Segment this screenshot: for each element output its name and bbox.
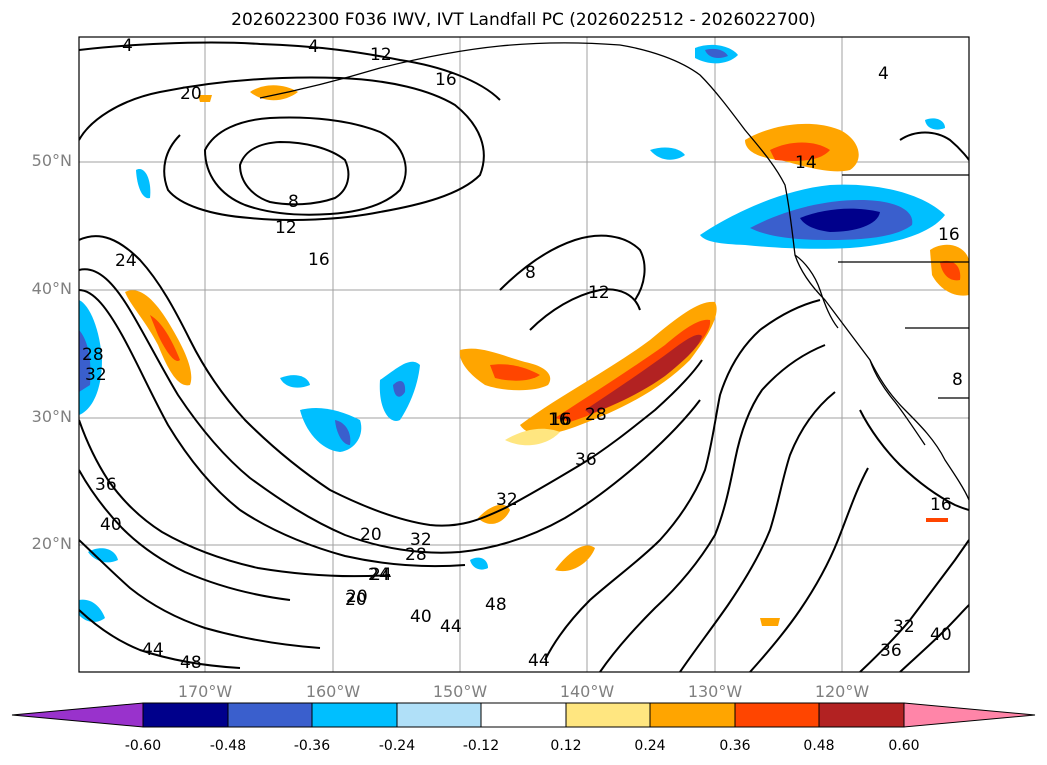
contour-label: 48 (485, 595, 507, 615)
colorbar-segment (396, 702, 482, 728)
contour-label: 40 (410, 607, 432, 627)
contour-label: 20 (360, 525, 382, 545)
lat-label-50n: 50°N (31, 151, 72, 170)
map-frame (78, 36, 970, 673)
contour-label: 44 (142, 640, 164, 660)
contour-label: 4 (308, 37, 319, 57)
contour-label: 12 (370, 45, 392, 65)
contour-label: 32 (496, 490, 518, 510)
lat-label-20n: 20°N (31, 534, 72, 553)
contour-label: 48 (180, 653, 202, 673)
colorbar-tick-label: -0.12 (462, 738, 500, 754)
contour-label: 4 (122, 36, 133, 56)
colorbar-segment (734, 702, 820, 728)
contour-label: 16 (930, 495, 952, 515)
lat-label-40n: 40°N (31, 279, 72, 298)
lat-label-30n: 30°N (31, 407, 72, 426)
contour-label: 8 (288, 192, 299, 212)
lon-label-160w: 160°W (305, 682, 361, 701)
contour-label: 32 (85, 365, 107, 385)
positive-anomaly-shading (125, 85, 969, 626)
contour-label: 24 (370, 565, 392, 585)
lon-label-150w: 150°W (432, 682, 488, 701)
colorbar-tick-label: 0.48 (803, 738, 835, 754)
contour-label: 28 (82, 345, 104, 365)
contour-label: 16 (938, 225, 960, 245)
contour-label: 24 (115, 251, 137, 271)
contour-label: 4 (878, 64, 889, 84)
contour-label: 20 (346, 587, 368, 607)
lon-label-130w: 130°W (687, 682, 743, 701)
contour-label: 12 (588, 283, 610, 303)
contour-label: 16 (308, 250, 330, 270)
contour-label: 32 (893, 617, 915, 637)
lon-label-120w: 120°W (814, 682, 870, 701)
contour-labels: 4 8 12 16 20 24 28 32 36 40 44 48 16 12 … (82, 36, 963, 673)
contour-label: 36 (95, 475, 117, 495)
contour-label: 36 (880, 641, 902, 661)
colorbar-tick-label: 0.60 (888, 738, 920, 754)
contour-label: 14 (795, 153, 817, 173)
iwv-contours (79, 41, 969, 672)
contour-label: 36 (575, 450, 597, 470)
contour-label: 40 (100, 515, 122, 535)
colorbar-segment (227, 702, 313, 728)
contour-label: 8 (952, 370, 963, 390)
contour-label: 40 (930, 625, 952, 645)
colorbar (11, 702, 1036, 728)
figure-title: 2026022300 F036 IWV, IVT Landfall PC (20… (231, 10, 816, 30)
colorbar-tick-label: -0.48 (209, 738, 247, 754)
contour-label: 16 (435, 70, 457, 90)
contour-label: 16 (550, 410, 572, 430)
colorbar-extend-high (903, 702, 1036, 728)
colorbar-segment (649, 702, 736, 728)
negative-anomaly-shading (79, 44, 945, 622)
colorbar-tick-label: -0.24 (378, 738, 416, 754)
contour-label: 28 (585, 405, 607, 425)
contour-label: 32 (410, 530, 432, 550)
contour-label: 12 (275, 218, 297, 238)
contour-label: 20 (345, 590, 367, 610)
contour-label: 44 (440, 617, 462, 637)
contour-label: 16 (548, 410, 570, 430)
colorbar-extend-low (11, 702, 144, 728)
contour-label: 28 (405, 545, 427, 565)
colorbar-segment (480, 702, 567, 728)
colorbar-tick-label: -0.60 (124, 738, 162, 754)
colorbar-segment (565, 702, 651, 728)
lon-label-140w: 140°W (559, 682, 615, 701)
colorbar-tick-label: 0.36 (719, 738, 751, 754)
contour-label: 44 (528, 651, 550, 671)
colorbar-tick-label: -0.36 (293, 738, 331, 754)
contour-label: 8 (525, 263, 536, 283)
contour-label: 20 (180, 84, 202, 104)
colorbar-segment (311, 702, 398, 728)
colorbar-segment (142, 702, 229, 728)
lon-label-170w: 170°W (177, 682, 233, 701)
colorbar-segment (818, 702, 905, 728)
contour-label: 24 (368, 565, 390, 585)
coastlines (259, 42, 969, 501)
colorbar-tick-label: 0.12 (550, 738, 582, 754)
colorbar-tick-label: 0.24 (634, 738, 666, 754)
